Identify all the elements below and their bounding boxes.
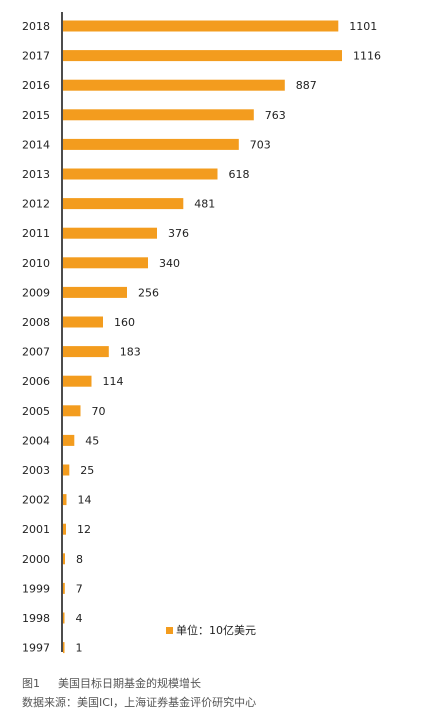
value-label-2004: 45	[85, 434, 99, 447]
category-label-2010: 2010	[22, 257, 50, 270]
bar-chart: 2018 1101 2017 1116 2016 887 2015 763 2014 703 201…	[22, 12, 381, 655]
bar-2006	[63, 375, 92, 387]
category-label-2016: 2016	[22, 79, 50, 92]
value-label-2016: 887	[296, 79, 317, 92]
bar-2000	[63, 553, 65, 565]
bar-2007	[63, 346, 109, 358]
bar-2002	[63, 494, 67, 506]
category-label-2009: 2009	[22, 286, 50, 299]
category-label-2001: 2001	[22, 523, 50, 536]
category-label-2007: 2007	[22, 346, 50, 359]
bars-group	[63, 20, 342, 654]
bar-2004	[63, 434, 75, 446]
source-note: 数据来源：美国ICI，上海证券基金评价研究中心	[22, 696, 257, 709]
value-label-2012: 481	[194, 198, 215, 211]
value-label-2010: 340	[159, 257, 180, 270]
category-label-2013: 2013	[22, 168, 50, 181]
bar-2014	[63, 138, 239, 150]
bar-2005	[63, 405, 81, 417]
bar-2003	[63, 464, 70, 476]
value-label-2002: 14	[78, 494, 92, 507]
bar-2009	[63, 286, 127, 298]
value-label-2014: 703	[250, 138, 271, 151]
bar-1998	[63, 612, 65, 624]
category-label-2000: 2000	[22, 553, 50, 566]
bar-1997	[63, 642, 65, 654]
category-label-2014: 2014	[22, 138, 50, 151]
value-label-2018: 1101	[349, 20, 377, 33]
bar-2012	[63, 198, 184, 210]
value-label-2017: 1116	[353, 50, 381, 63]
category-label-2017: 2017	[22, 50, 50, 63]
bar-2015	[63, 109, 254, 121]
figure-caption: 图1 美国目标日期基金的规模增长	[22, 675, 418, 691]
category-label-2018: 2018	[22, 20, 50, 33]
figure-number: 图1	[22, 677, 40, 690]
bar-2017	[63, 50, 342, 62]
value-label-2007: 183	[120, 346, 141, 359]
value-label-2003: 25	[80, 464, 94, 477]
category-label-1998: 1998	[22, 612, 50, 625]
bar-2016	[63, 79, 285, 91]
figure-title: 美国目标日期基金的规模增长	[58, 677, 201, 690]
value-label-2006: 114	[103, 375, 124, 388]
category-label-2008: 2008	[22, 316, 50, 329]
category-label-2012: 2012	[22, 198, 50, 211]
value-label-2015: 763	[265, 109, 286, 122]
bar-1999	[63, 582, 65, 594]
value-label-2001: 12	[77, 523, 91, 536]
value-label-1998: 4	[76, 612, 83, 625]
value-label-2000: 8	[76, 553, 83, 566]
bar-2008	[63, 316, 103, 328]
legend-swatch	[166, 627, 173, 634]
category-label-2011: 2011	[22, 227, 50, 240]
category-label-2005: 2005	[22, 405, 50, 418]
value-label-2008: 160	[114, 316, 135, 329]
legend-label: 单位：10亿美元	[176, 623, 256, 637]
category-label-2006: 2006	[22, 375, 50, 388]
labels-group: 2018 1101 2017 1116 2016 887 2015 763 2014 703 201…	[22, 20, 381, 655]
category-label-2015: 2015	[22, 109, 50, 122]
category-label-2004: 2004	[22, 434, 50, 447]
value-label-2005: 70	[92, 405, 106, 418]
chart-area: 2018 1101 2017 1116 2016 887 2015 763 2014 703 201…	[22, 12, 381, 655]
category-label-1997: 1997	[22, 642, 50, 655]
value-label-2009: 256	[138, 286, 159, 299]
category-label-1999: 1999	[22, 582, 50, 595]
legend: 单位：10亿美元	[166, 623, 256, 637]
bar-2013	[63, 168, 218, 180]
bar-2018	[63, 20, 339, 32]
value-label-1999: 7	[76, 582, 83, 595]
bar-2010	[63, 257, 148, 269]
value-label-2011: 376	[168, 227, 189, 240]
category-label-2003: 2003	[22, 464, 50, 477]
bar-2001	[63, 523, 66, 535]
category-label-2002: 2002	[22, 494, 50, 507]
value-label-1997: 1	[76, 642, 83, 655]
value-label-2013: 618	[229, 168, 250, 181]
bar-2011	[63, 227, 157, 239]
